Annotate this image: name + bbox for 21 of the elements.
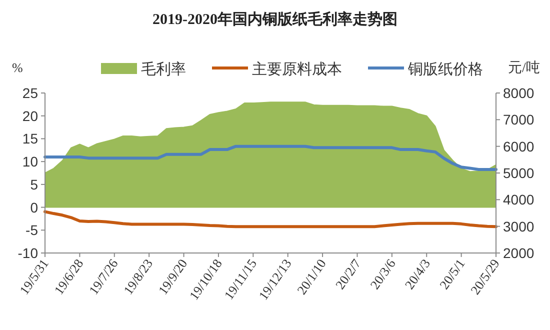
y-tick-label: 20	[22, 108, 38, 124]
legend-label: 毛利率	[141, 60, 186, 78]
legend-label: 主要原料成本	[252, 60, 342, 78]
y-tick-label: -5	[26, 222, 38, 238]
y2-tick-label: 7000	[503, 112, 534, 128]
y-tick-label: 0	[30, 199, 38, 216]
y2-tick-label: 2000	[503, 245, 534, 261]
y-tick-label: 5	[30, 176, 38, 192]
legend-label: 铜版纸价格	[407, 60, 483, 78]
y-tick-label: -10	[18, 245, 38, 261]
y2-tick-label: 6000	[503, 138, 534, 154]
y2-tick-label: 3000	[503, 218, 534, 234]
y2-tick-label: 5000	[503, 165, 534, 181]
y-tick-label: 10	[22, 154, 38, 170]
y2-axis-title: 元/吨	[508, 60, 540, 76]
chart-title: 2019-2020年国内铜版纸毛利率走势图	[152, 10, 398, 28]
y-tick-label: 15	[22, 130, 38, 147]
y-axis-title: %	[12, 60, 23, 75]
y-tick-label: 25	[22, 85, 38, 101]
y2-tick-label: 8000	[503, 85, 534, 101]
y2-tick-label: 4000	[503, 192, 534, 208]
